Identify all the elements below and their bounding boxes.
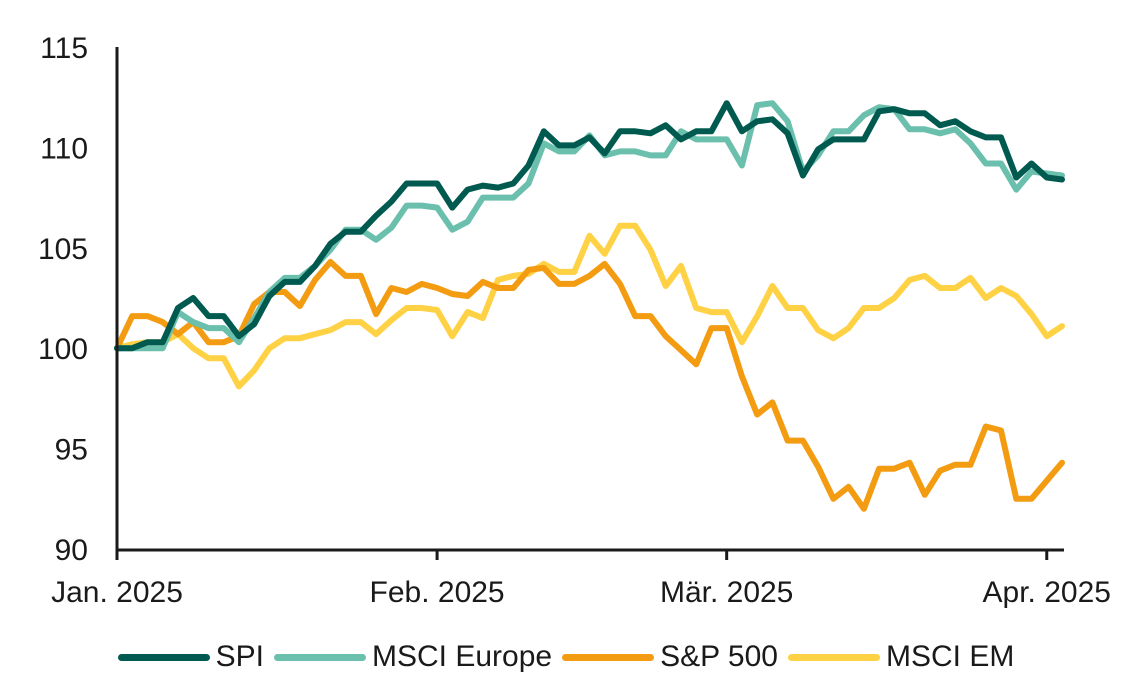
legend-swatch-msci-europe [274,653,367,661]
legend-label-spi: SPI [215,640,265,673]
chart-legend: SPI MSCI Europe S&P 500 MSCI EM [0,640,1132,674]
legend-swatch-msci-em [787,653,880,661]
y-tick-label: 105 [38,233,88,266]
series-line-msci-em [114,222,1065,390]
y-tick-label: 100 [38,333,88,366]
y-tick-label: 90 [55,534,88,567]
legend-label-msci-europe: MSCI Europe [372,640,553,673]
series-line-sp-500 [114,258,1065,512]
legend-item-spi: SPI [117,640,265,674]
y-tick-label: 110 [40,132,88,165]
y-tick-label: 95 [55,434,88,467]
x-tick-label: Mär. 2025 [660,576,793,609]
series-layer [114,100,1065,512]
series-line-spi [114,100,1065,352]
axes-layer [115,47,1064,552]
x-tick-label: Jan. 2025 [51,576,183,609]
legend-item-msci-em: MSCI EM [787,640,1015,674]
y-tick-label: 115 [40,32,88,65]
legend-swatch-spi [117,653,210,661]
legend-item-sp500: S&P 500 [562,640,778,674]
legend-item-msci-europe: MSCI Europe [274,640,552,674]
x-tick-label: Feb. 2025 [370,576,505,609]
ticks-layer: 90 95 100 105 110 115 Jan. 2025 Feb. 2025 Mär. 2… [38,32,1111,609]
legend-label-sp500: S&P 500 [660,640,778,673]
legend-swatch-sp500 [562,653,655,661]
legend-label-msci-em: MSCI EM [885,640,1015,673]
x-tick-label: Apr. 2025 [983,576,1111,609]
